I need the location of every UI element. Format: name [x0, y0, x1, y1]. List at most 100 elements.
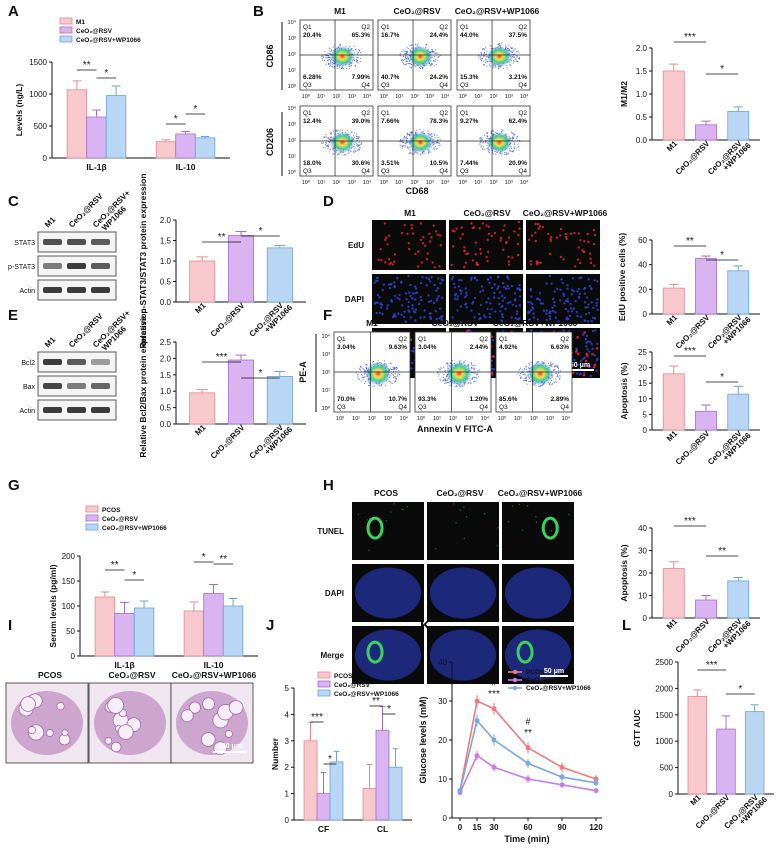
flow-event [357, 373, 359, 375]
stained-nucleus [583, 356, 586, 360]
stained-nucleus [433, 283, 436, 287]
flow-event [442, 376, 445, 379]
stained-nucleus [428, 240, 432, 243]
flow-event [404, 57, 407, 59]
quadrant-name: Q3 [460, 82, 469, 89]
flow-event [352, 134, 355, 136]
flow-event [394, 380, 396, 382]
stained-nucleus [534, 222, 537, 226]
stained-nucleus [535, 262, 539, 265]
flow-event [337, 129, 339, 132]
y-tick-label: 2.0 [160, 216, 172, 225]
quadrant-name: Q1 [418, 336, 427, 343]
stained-nucleus [417, 302, 421, 306]
flow-event [328, 142, 330, 144]
blot-band [67, 239, 86, 245]
flow-event [486, 65, 488, 67]
tunel-speckle [434, 547, 437, 550]
flow-event [433, 144, 435, 146]
significance-marker: *** [706, 660, 718, 671]
flow-event [495, 66, 497, 68]
flow-event [354, 141, 356, 144]
flow-event [510, 65, 512, 67]
flow-event [360, 373, 363, 375]
flow-event [475, 374, 478, 376]
flow-event [407, 148, 409, 150]
flow-event [408, 152, 410, 154]
bar [114, 613, 135, 657]
bar [227, 235, 255, 303]
flow-event [477, 372, 479, 374]
stained-nucleus [553, 304, 556, 308]
flow-event [559, 370, 561, 372]
flow-event [554, 366, 556, 368]
bar [388, 766, 403, 821]
data-point [491, 706, 497, 712]
quadrant-name: Q3 [499, 404, 508, 411]
stained-nucleus [376, 276, 379, 280]
flow-event [438, 375, 440, 377]
legend-swatch [59, 17, 73, 25]
stained-nucleus [421, 242, 425, 245]
flow-event [353, 45, 355, 47]
y-tick-label: 50 [66, 627, 75, 636]
flow-event [421, 67, 423, 69]
flow-event [557, 367, 560, 369]
stained-nucleus [456, 309, 459, 312]
flow-event [390, 368, 392, 370]
stained-nucleus [473, 296, 477, 300]
x-tick-label: 10¹ [474, 180, 482, 186]
flow-event [411, 131, 413, 133]
tunel-speckle [368, 549, 370, 552]
quadrant-name: Q4 [398, 404, 407, 411]
flow-event [409, 152, 411, 154]
flow-event [438, 373, 440, 375]
stained-nucleus [439, 307, 442, 310]
stained-nucleus [539, 261, 543, 265]
flow-event [515, 51, 518, 53]
flow-event [470, 382, 472, 384]
stained-nucleus [569, 302, 572, 306]
stained-nucleus [484, 316, 487, 319]
stained-nucleus [539, 302, 543, 305]
flow-event [519, 373, 522, 375]
flow-event [509, 64, 511, 66]
flow-event [439, 378, 441, 380]
stained-nucleus [562, 292, 565, 296]
stained-nucleus [511, 256, 514, 259]
y-axis-label: EdU positive cells (%) [617, 233, 627, 321]
y-tick-label: 10³ [288, 36, 296, 42]
flow-event [329, 63, 331, 65]
stained-nucleus [477, 312, 481, 316]
stained-nucleus [473, 316, 476, 319]
legend-label: CeO₂@RSV+WP1066 [76, 37, 141, 44]
flow-event [447, 363, 449, 365]
stained-nucleus [493, 231, 497, 235]
blot-band [43, 263, 62, 269]
significance-marker: *** [311, 712, 323, 723]
stained-nucleus [407, 300, 411, 304]
column-header: M1 [366, 318, 378, 328]
y-tick-label: 10² [322, 370, 330, 376]
stained-nucleus [588, 284, 592, 288]
stained-nucleus [594, 329, 597, 332]
stained-nucleus [576, 290, 579, 293]
stained-nucleus [499, 236, 503, 240]
flow-event [403, 136, 406, 138]
flow-event [359, 147, 361, 149]
flow-event [441, 367, 443, 369]
stained-nucleus [550, 282, 553, 285]
flow-event [438, 145, 440, 147]
stained-nucleus [570, 310, 574, 313]
quadrant-name: Q3 [337, 404, 346, 411]
flow-density [365, 361, 391, 386]
column-header: CeO₂@RSV+WP1066 [455, 6, 540, 16]
y-tick-label: 0.0 [160, 420, 172, 429]
significance-marker: ** [718, 546, 726, 557]
flow-event [358, 50, 360, 52]
x-tick-label: 10² [333, 94, 341, 100]
flow-event [474, 364, 476, 366]
stained-nucleus [430, 276, 433, 279]
